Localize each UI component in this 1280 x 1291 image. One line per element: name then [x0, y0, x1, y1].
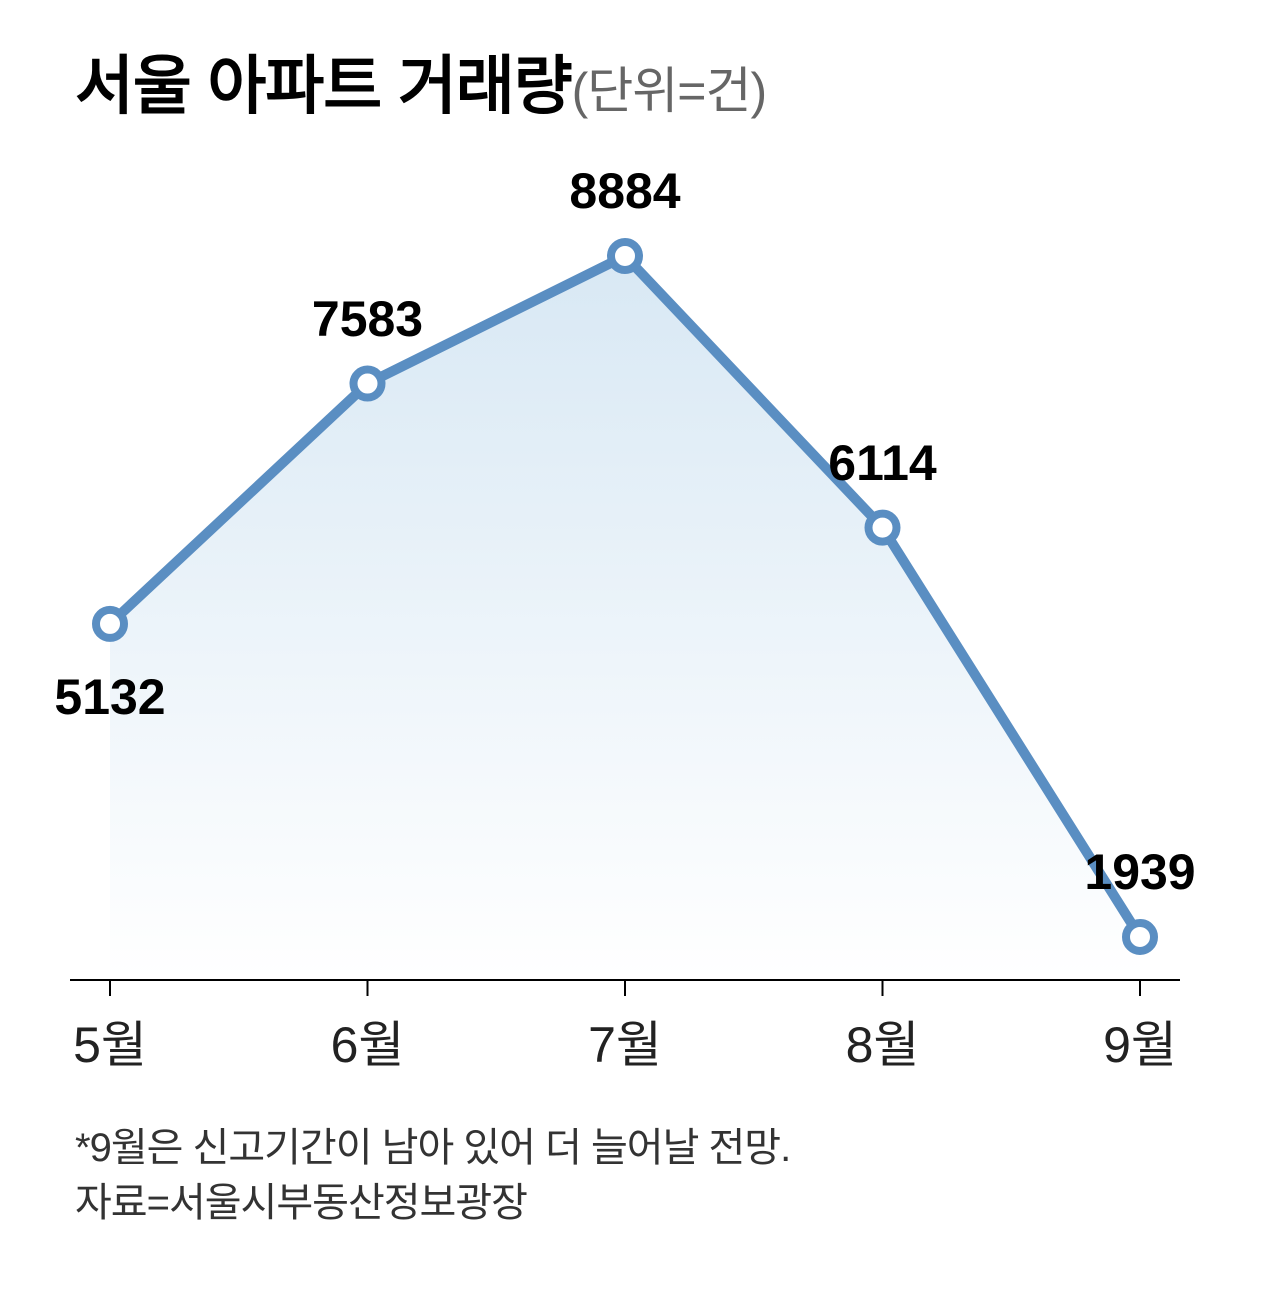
data-marker [1126, 923, 1154, 951]
x-tick-label: 9월 [1103, 1005, 1177, 1077]
chart-container: 서울 아파트 거래량(단위=건) 513275838884611419395월6… [0, 0, 1280, 1291]
value-label: 1939 [1084, 843, 1195, 901]
x-tick-label: 6월 [331, 1005, 405, 1077]
x-tick-label: 8월 [846, 1005, 920, 1077]
data-marker [96, 610, 124, 638]
value-label: 5132 [54, 668, 165, 726]
data-marker [611, 242, 639, 270]
data-marker [869, 514, 897, 542]
footnote-2: 자료=서울시부동산정보광장 [75, 1170, 527, 1228]
data-marker [354, 370, 382, 398]
x-tick-label: 7월 [588, 1005, 662, 1077]
value-label: 6114 [828, 434, 936, 492]
x-tick-label: 5월 [73, 1005, 147, 1077]
value-label: 8884 [569, 162, 680, 220]
footnote-1: *9월은 신고기간이 남아 있어 더 늘어날 전망. [75, 1115, 790, 1173]
value-label: 7583 [312, 290, 423, 348]
area-fill [110, 256, 1140, 980]
